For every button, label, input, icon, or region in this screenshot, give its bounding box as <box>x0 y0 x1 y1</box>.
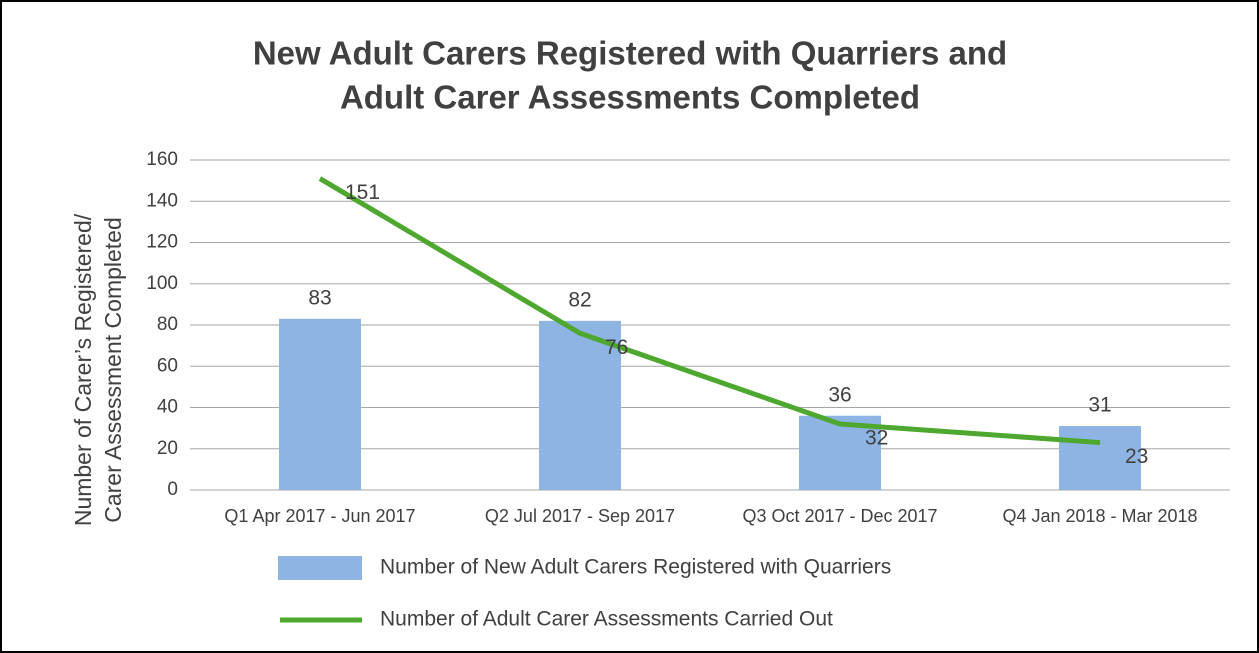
x-tick-label: Q3 Oct 2017 - Dec 2017 <box>742 506 937 526</box>
line-value-label: 151 <box>345 181 380 204</box>
legend-swatch <box>278 556 362 580</box>
line <box>318 176 1101 446</box>
y-tick-label: 80 <box>157 314 178 335</box>
chart-title: Adult Carer Assessments Completed <box>340 79 920 116</box>
x-tick-label: Q1 Apr 2017 - Jun 2017 <box>224 506 415 526</box>
line-value-label: 32 <box>865 427 888 450</box>
bar-value-label: 82 <box>568 288 591 311</box>
chart-title: New Adult Carers Registered with Quarrie… <box>253 35 1007 72</box>
bar-value-label: 31 <box>1088 394 1111 417</box>
y-axis-label: Number of Carer’s Registered/ Carer Asse… <box>70 213 126 526</box>
y-tick-label: 20 <box>157 438 178 459</box>
bar-value-label: 36 <box>828 383 851 406</box>
bar <box>1059 426 1141 490</box>
line-value-label: 76 <box>605 336 628 359</box>
legend-label: Number of Adult Carer Assessments Carrie… <box>380 608 833 631</box>
line-value-label: 23 <box>1125 445 1148 468</box>
y-axis-label-line: Carer Assessment Completed <box>100 217 126 523</box>
x-tick-label: Q2 Jul 2017 - Sep 2017 <box>485 506 675 526</box>
y-axis-label-line: Number of Carer’s Registered/ <box>70 213 96 526</box>
bar <box>539 320 621 490</box>
y-tick-label: 160 <box>146 149 178 170</box>
y-tick-label: 0 <box>167 479 178 500</box>
y-tick-label: 40 <box>157 397 178 418</box>
x-tick-label: Q4 Jan 2018 - Mar 2018 <box>1002 506 1197 526</box>
bar <box>279 318 361 490</box>
y-tick-label: 60 <box>157 355 178 376</box>
y-tick-label: 140 <box>146 190 178 211</box>
legend-label: Number of New Adult Carers Registered wi… <box>380 556 891 579</box>
y-tick-label: 120 <box>146 232 178 253</box>
y-tick-label: 100 <box>146 273 178 294</box>
bar-value-label: 83 <box>308 286 331 309</box>
